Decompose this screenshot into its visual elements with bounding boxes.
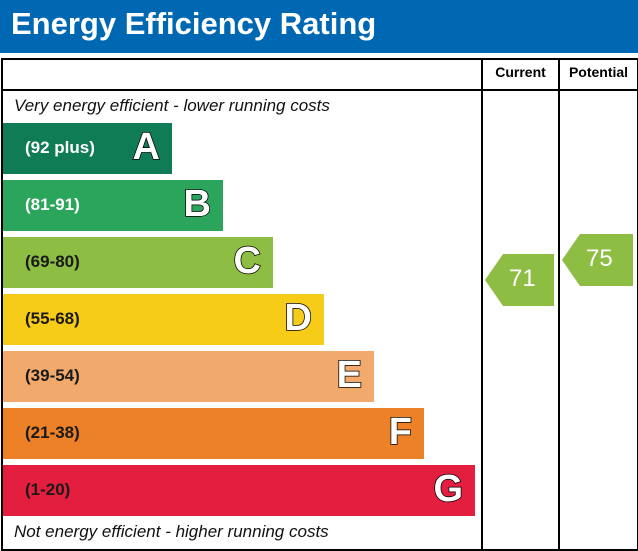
potential-rating-value: 75 [586, 245, 613, 272]
band-letter: B [183, 182, 212, 226]
title-bar: Energy Efficiency Rating [0, 0, 638, 53]
band-range-label: (92 plus) [25, 138, 95, 157]
band-letter: E [336, 353, 363, 397]
current-rating-value: 71 [509, 265, 536, 292]
band-e: (39-54) E [3, 351, 374, 402]
band-range-label: (81-91) [25, 195, 80, 214]
band-b: (81-91) B [3, 180, 223, 231]
band-g: (1-20) G [3, 465, 475, 516]
band-c: (69-80) C [3, 237, 273, 288]
band-letter: C [233, 239, 262, 283]
band-a: (92 plus) A [3, 123, 172, 174]
potential-column-header: Potential [568, 64, 629, 80]
band-letter: F [388, 410, 413, 454]
band-d: (55-68) D [3, 294, 324, 345]
band-range-label: (55-68) [25, 309, 80, 328]
band-f: (21-38) F [3, 408, 424, 459]
column-divider [558, 58, 560, 549]
column-divider [481, 58, 483, 549]
band-letter: A [132, 125, 161, 169]
band-range-label: (21-38) [25, 423, 80, 442]
header-divider [1, 89, 637, 91]
band-range-label: (1-20) [25, 480, 71, 499]
bottom-note: Not energy efficient - higher running co… [14, 522, 329, 541]
potential-arrow-shape [562, 234, 633, 286]
chart-title: Energy Efficiency Rating [11, 6, 377, 41]
current-arrow-shape [485, 254, 554, 306]
current-column-header: Current [495, 64, 546, 80]
band-letter: G [433, 467, 464, 511]
band-letter: D [284, 296, 313, 340]
current-rating-arrow: 71 [485, 254, 554, 306]
top-note: Very energy efficient - lower running co… [14, 96, 330, 115]
band-range-label: (69-80) [25, 252, 80, 271]
band-range-label: (39-54) [25, 366, 80, 385]
potential-rating-arrow: 75 [562, 234, 633, 286]
